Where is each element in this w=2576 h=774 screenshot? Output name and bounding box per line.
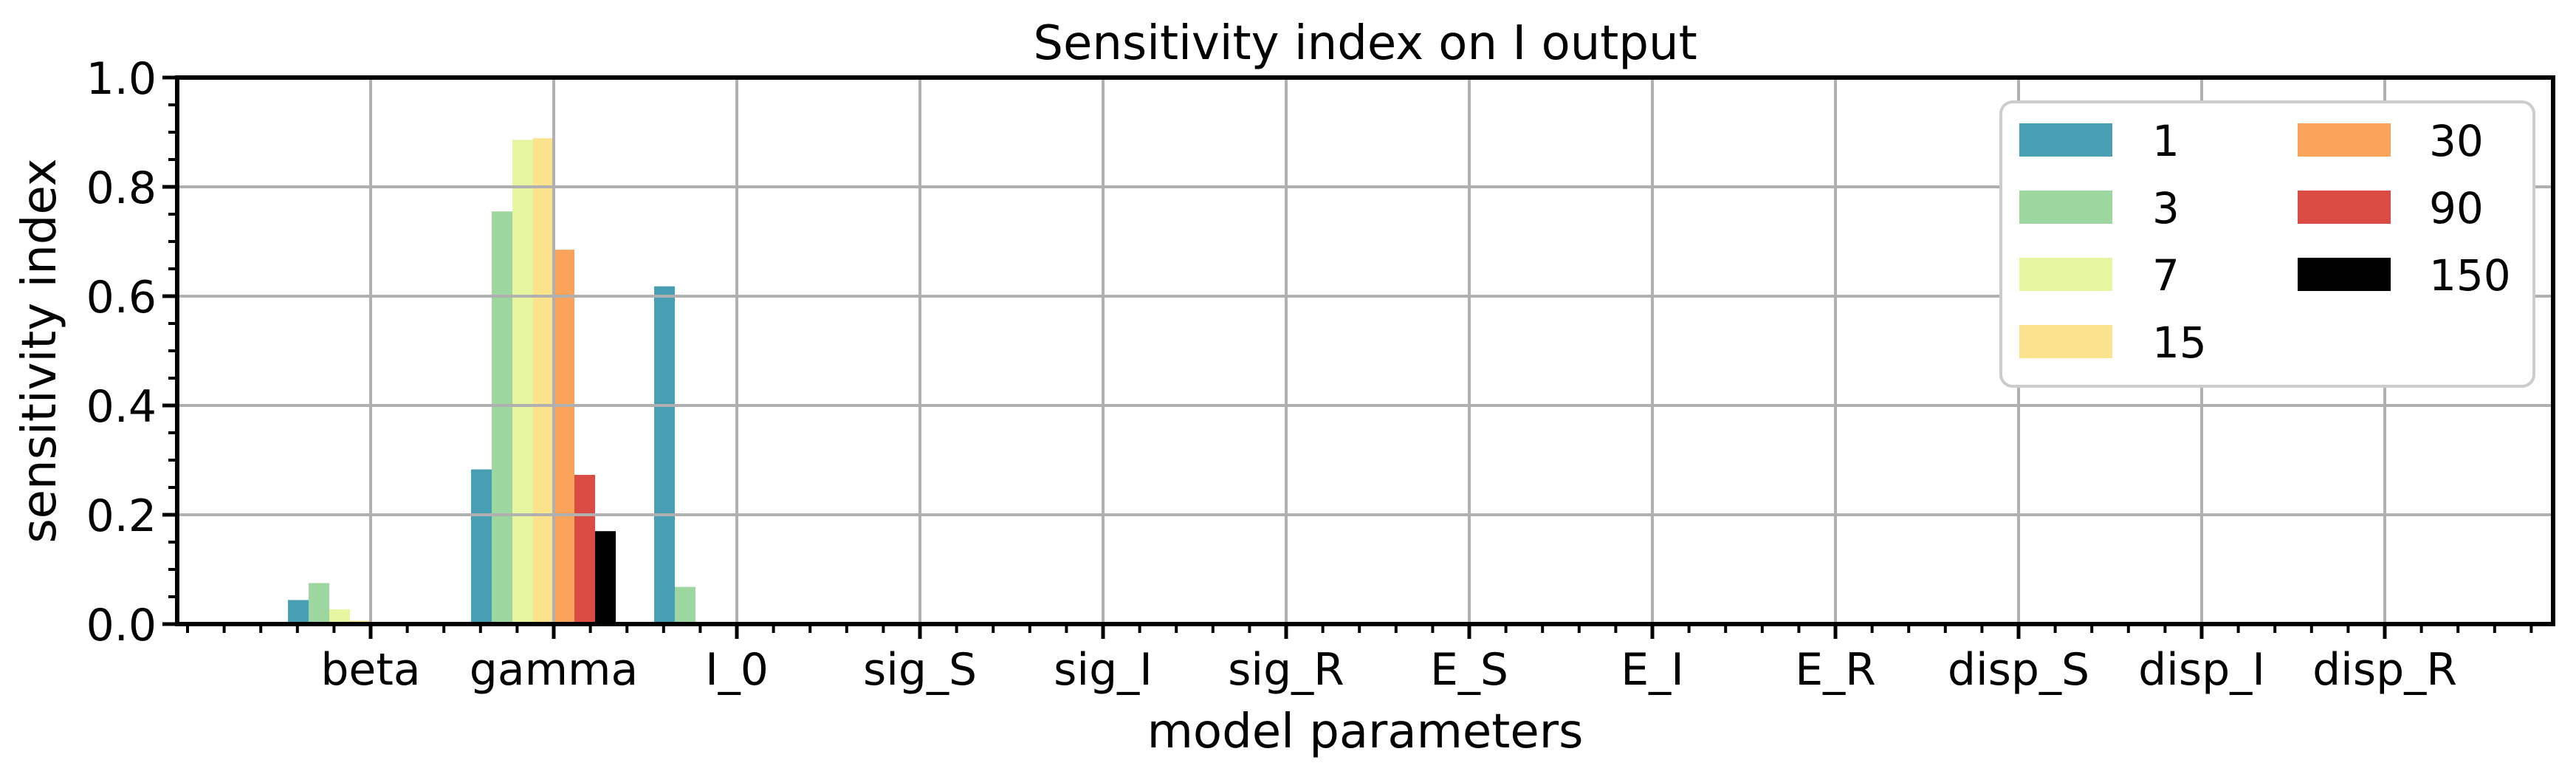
legend-swatch-150: [2298, 258, 2391, 291]
chart-title: Sensitivity index on I output: [1033, 16, 1697, 71]
y-tick-label-0.8: 0.8: [86, 162, 157, 214]
bar-gamma-1: [471, 469, 492, 624]
x-tick-label-disp_S: disp_S: [1948, 644, 2089, 696]
legend-swatch-90: [2298, 191, 2391, 224]
y-tick-label-0.6: 0.6: [86, 272, 157, 323]
tick-labels-layer: 0.0 0.2 0.4 0.6 0.8 1.0 beta gamma I_0 sig_S sig_I…: [86, 53, 2457, 696]
bar-beta-3: [309, 583, 329, 624]
legend-label-15: 15: [2152, 318, 2207, 368]
legend-swatch-30: [2298, 123, 2391, 157]
bar-gamma-7: [512, 140, 533, 625]
y-tick-label-0.2: 0.2: [86, 490, 157, 542]
y-tick-label-0.4: 0.4: [86, 381, 157, 433]
x-tick-label-sig_S: sig_S: [863, 644, 977, 696]
bars-layer: [288, 138, 737, 625]
x-tick-label-sig_R: sig_R: [1228, 644, 1344, 696]
bar-gamma-15: [533, 138, 554, 624]
x-tick-label-beta: beta: [320, 644, 420, 696]
legend-label-3: 3: [2152, 183, 2180, 233]
legend-label-150: 150: [2429, 250, 2511, 301]
x-tick-label-I_0: I_0: [705, 644, 769, 696]
bar-gamma-30: [554, 250, 574, 624]
bar-I_0-1: [654, 286, 675, 624]
bar-beta-7: [329, 609, 350, 624]
legend-box: [1999, 100, 2535, 388]
legend-label-7: 7: [2152, 250, 2180, 301]
x-tick-label-E_I: E_I: [1621, 644, 1684, 696]
y-tick-label-0.0: 0.0: [86, 600, 157, 651]
x-tick-label-sig_I: sig_I: [1054, 644, 1153, 696]
axes-layer: [162, 75, 2555, 639]
legend-label-1: 1: [2152, 116, 2180, 166]
x-tick-label-disp_I: disp_I: [2138, 644, 2265, 696]
y-axis-label: sensitivity index: [13, 158, 67, 543]
legend-label-30: 30: [2429, 116, 2484, 166]
bar-I_0-3: [675, 586, 695, 624]
x-tick-label-gamma: gamma: [470, 644, 639, 696]
legend-swatch-15: [2019, 325, 2112, 358]
legend-swatch-1: [2019, 123, 2112, 157]
bar-beta-1: [288, 600, 309, 624]
x-tick-label-disp_R: disp_R: [2312, 644, 2457, 696]
x-tick-label-E_R: E_R: [1795, 644, 1876, 696]
bar-gamma-150: [595, 531, 616, 624]
bar-gamma-3: [492, 211, 512, 624]
x-tick-label-E_S: E_S: [1430, 644, 1508, 696]
x-axis-label: model parameters: [1147, 705, 1584, 759]
legend-swatch-3: [2019, 191, 2112, 224]
y-tick-label-1.0: 1.0: [86, 53, 157, 105]
legend-swatch-7: [2019, 258, 2112, 291]
legend-label-90: 90: [2429, 183, 2484, 233]
bar-gamma-90: [574, 474, 595, 624]
legend: 1 3 7 15 30 90 150: [1999, 100, 2535, 388]
